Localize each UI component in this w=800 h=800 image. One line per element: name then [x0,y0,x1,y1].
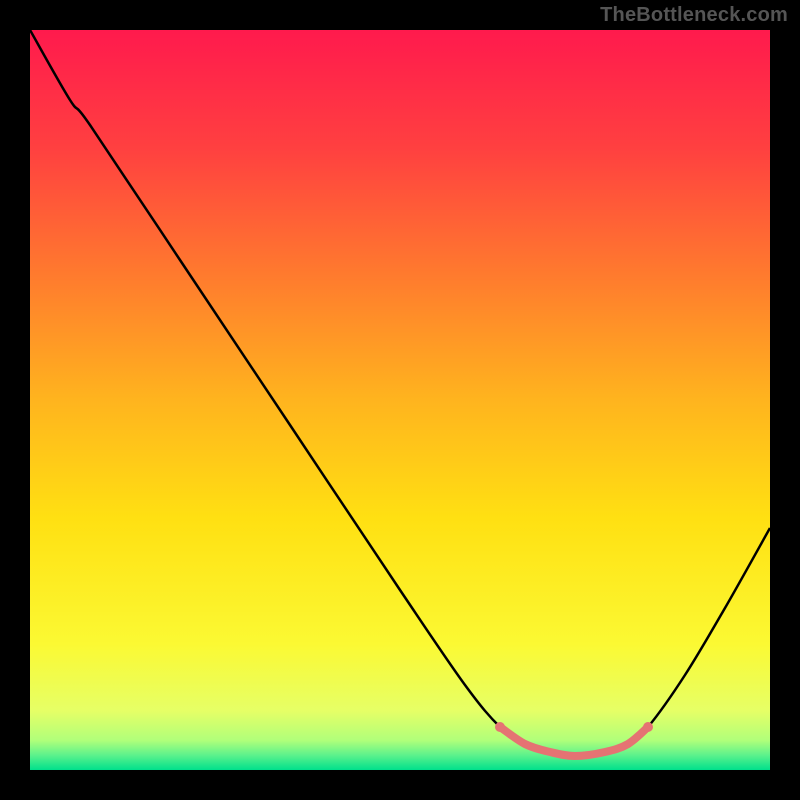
gradient-plot-area [30,30,770,770]
highlight-dot [643,722,653,732]
highlight-dot [495,722,505,732]
bottleneck-curve [30,30,770,756]
watermark-text: TheBottleneck.com [600,0,788,30]
optimal-range-highlight [500,727,648,756]
curve-layer [30,30,770,770]
chart-stage: TheBottleneck.com [0,0,800,800]
optimal-range-endpoints [495,722,653,732]
